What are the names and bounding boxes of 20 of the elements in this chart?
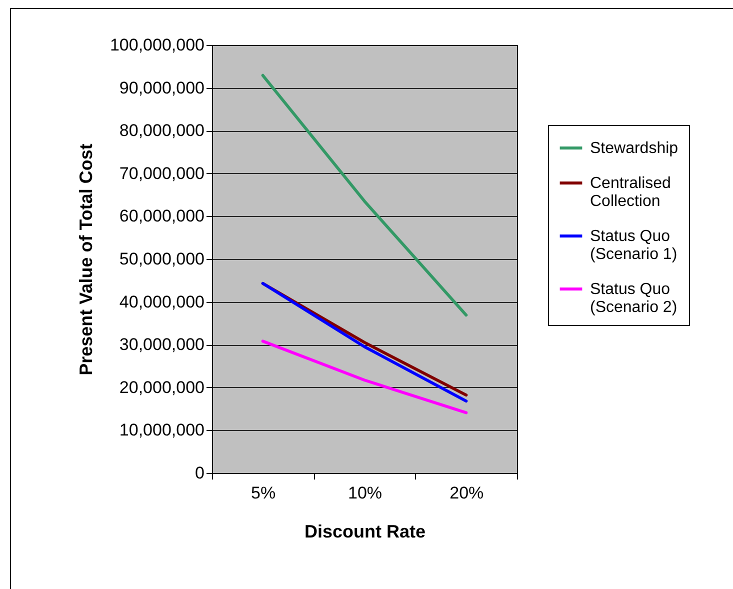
y-tick-label: 60,000,000 [119,206,204,226]
y-tick-label: 100,000,000 [110,36,204,54]
y-tick-label: 40,000,000 [119,292,204,312]
y-tick-label: 10,000,000 [119,420,204,440]
y-tick-label: 70,000,000 [119,164,204,183]
x-tick-label: 5% [251,484,276,502]
legend-label: Centralised Collection [590,175,671,210]
y-tick-label: 30,000,000 [119,335,204,354]
y-tick-label: 0 [195,464,204,482]
legend-label: Stewardship [590,140,678,157]
y-tick-label: 90,000,000 [119,78,204,98]
y-axis-title: Present Value of Total Cost [76,144,96,376]
y-tick-label: 80,000,000 [119,121,204,140]
y-tick-label: 20,000,000 [119,378,204,397]
x-tick-label: 10% [348,484,382,502]
y-tick-label: 50,000,000 [119,250,204,268]
legend-label: Status Quo (Scenario 1) [590,228,678,263]
legend-label: Status Quo (Scenario 2) [590,281,678,316]
x-tick-label: 20% [450,484,484,502]
x-axis-title: Discount Rate [304,522,426,542]
